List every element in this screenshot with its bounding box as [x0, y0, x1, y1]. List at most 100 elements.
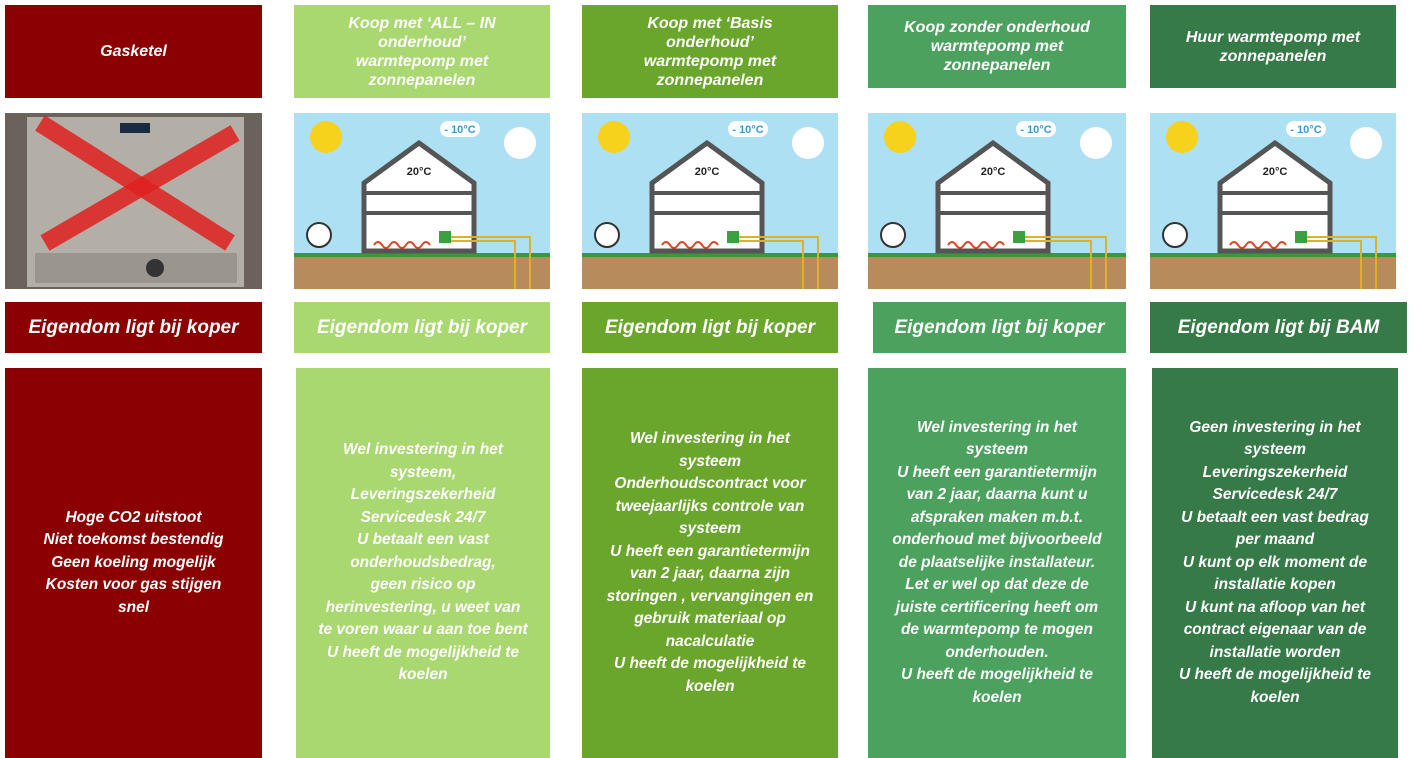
body-line: Leveringszekerheid — [1202, 463, 1348, 481]
header-line: Huur warmtepomp met — [1185, 28, 1361, 46]
sun — [1166, 121, 1198, 153]
heat-pump-illustration: - 10°C 20°C — [582, 113, 838, 289]
body-line: afspraken maken m.b.t. — [910, 508, 1084, 526]
body-line: te voren waar u aan toe bent — [318, 621, 528, 639]
body-line: Hoge CO2 uitstoot — [65, 508, 202, 526]
body-line: tweejaarlijks controle van — [615, 497, 805, 515]
body-line: per maand — [1235, 531, 1315, 549]
floor-heating — [661, 241, 719, 249]
cloud — [504, 127, 536, 159]
column-header: Koop zonder onderhoud warmtepomp met zonne… — [868, 5, 1126, 88]
body-line: U heeft een garantietermijn — [897, 463, 1097, 481]
body-line: koelen — [972, 688, 1022, 706]
column-header: Huur warmtepomp met zonnepanelen — [1150, 5, 1396, 88]
display — [120, 123, 150, 133]
outdoor-temp: - 10°C — [1020, 124, 1051, 136]
indoor-temp: 20°C — [695, 166, 720, 178]
sun — [310, 121, 342, 153]
pipes — [1307, 236, 1377, 289]
body-line: geen risico op — [370, 576, 476, 594]
body-line: U heeft de mogelijkheid te — [613, 655, 807, 672]
column-body: Hoge CO2 uitstoot Niet toekomst bestendig… — [5, 368, 262, 758]
ownership: Eigendom ligt bij koper — [294, 302, 550, 353]
heat-pump-illustration: - 10°C 20°C — [868, 113, 1126, 289]
column-body: Geen investering in het systeem Leveringsz… — [1152, 368, 1398, 758]
sun — [598, 121, 630, 153]
temp-badge — [1016, 121, 1056, 137]
ownership: Eigendom ligt bij koper — [582, 302, 838, 353]
header-line: onderhoud’ — [378, 33, 466, 51]
body-line: U kunt op elk moment de — [1182, 553, 1368, 571]
body-line: U heeft een garantietermijn — [610, 542, 810, 560]
heat-pump — [439, 231, 451, 243]
body-line: Geen investering in het — [1189, 418, 1361, 436]
body-line: systeem — [678, 520, 742, 537]
floor-heating — [947, 241, 1005, 249]
heat-pump — [727, 231, 739, 243]
header-line: zonnepanelen — [1219, 47, 1327, 65]
body-line: van 2 jaar, daarna zijn — [629, 565, 791, 582]
header-line: zonnepanelen — [943, 57, 1051, 74]
body-line: Wel investering in het — [630, 430, 790, 447]
column-header: Koop met ‘ALL – IN onderhoud’ warmtepomp m… — [294, 5, 550, 98]
cloud — [792, 127, 824, 159]
indoor-temp: 20°C — [1263, 166, 1288, 178]
heat-pump-illustration: - 10°C 20°C — [1150, 113, 1396, 289]
floor-heating — [373, 241, 431, 249]
body-line: Wel investering in het — [917, 418, 1077, 436]
body-line: Onderhoudscontract voor — [614, 475, 806, 492]
ownership: Eigendom ligt bij BAM — [1150, 302, 1407, 353]
body-line: Servicedesk 24/7 — [1212, 486, 1338, 504]
body-line: koelen — [1250, 688, 1300, 706]
pylon — [880, 222, 906, 248]
body-line: installatie worden — [1209, 643, 1341, 661]
body-line: Leveringszekerheid — [350, 486, 496, 504]
body-line: U heeft de mogelijkheid te — [900, 666, 1094, 684]
column-header: Gasketel — [5, 5, 262, 98]
indoor-temp: 20°C — [407, 166, 432, 178]
header-line: Koop zonder onderhoud — [904, 19, 1090, 36]
header-line: Koop met ‘ALL – IN — [348, 14, 496, 32]
header-line: zonnepanelen — [368, 71, 476, 89]
temp-badge — [1286, 121, 1326, 137]
header-line: Gasketel — [100, 43, 167, 60]
body-line: storingen , vervangingen en — [606, 587, 814, 605]
body-line: systeem, — [389, 463, 457, 481]
house — [1217, 139, 1333, 254]
pylon — [306, 222, 332, 248]
pylon — [594, 222, 620, 248]
ground — [294, 255, 550, 289]
heat-pump — [1295, 231, 1307, 243]
header-line: onderhoud’ — [666, 33, 754, 51]
house — [361, 139, 477, 254]
body-line: U kunt na afloop van het — [1185, 598, 1365, 616]
outdoor-temp: - 10°C — [1290, 124, 1321, 136]
header-line: warmtepomp met — [643, 52, 777, 70]
column-body: Wel investering in het systeem U heeft een… — [868, 368, 1126, 758]
ground — [1150, 255, 1396, 289]
body-line: Kosten voor gas stijgen — [45, 576, 222, 594]
indoor-temp: 20°C — [981, 166, 1006, 178]
house — [935, 139, 1051, 254]
house — [649, 139, 765, 254]
header-line: warmtepomp met — [355, 52, 489, 70]
header-line: Koop met ‘Basis — [647, 14, 773, 32]
temp-badge — [440, 121, 480, 137]
body-line: koelen — [685, 677, 735, 695]
ground — [582, 255, 838, 289]
cross — [40, 125, 240, 251]
body-line: U heeft de mogelijkheid te — [326, 643, 520, 661]
body-line: de plaatselijke installateur. — [898, 553, 1096, 571]
heat-pump-illustration: - 10°C 20°C — [294, 113, 550, 289]
body-line: onderhoud met bijvoorbeeld — [892, 531, 1102, 549]
grass — [294, 253, 550, 257]
body-line: systeem — [1243, 441, 1307, 459]
column-body: Wel investering in het systeem, Leveringsz… — [296, 368, 550, 758]
body-line: systeem — [965, 441, 1029, 459]
body-line: juiste certificering heeft om — [895, 598, 1099, 616]
floor-heating — [1229, 241, 1287, 249]
ownership: Eigendom ligt bij koper — [873, 302, 1126, 353]
header-line: zonnepanelen — [656, 71, 764, 89]
body-line: U betaalt een vast bedrag — [1181, 508, 1369, 526]
